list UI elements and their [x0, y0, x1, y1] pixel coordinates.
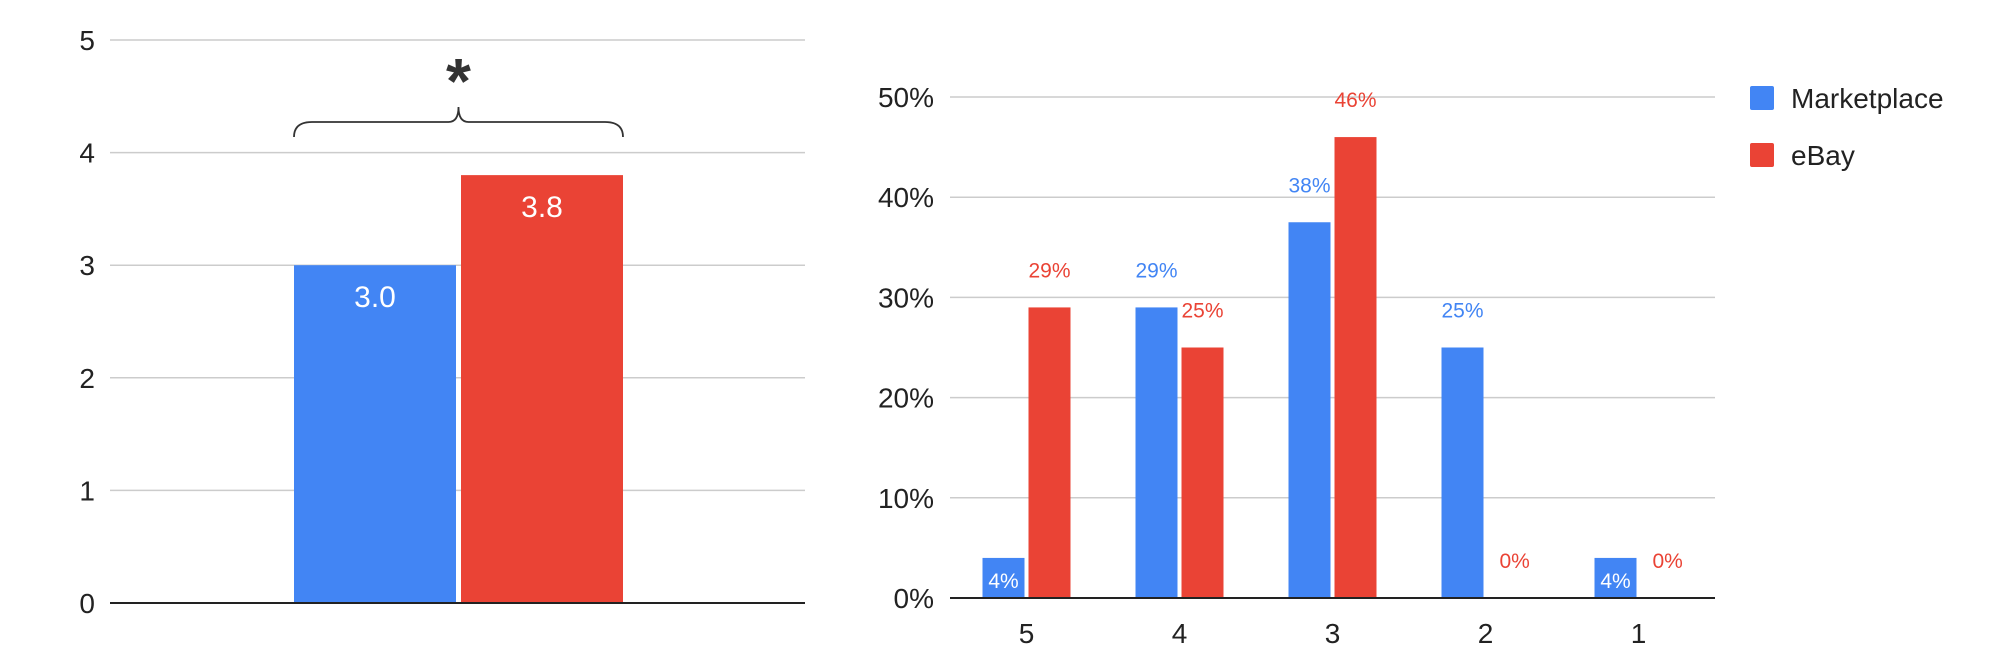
y-tick-label: 3 [79, 250, 95, 281]
bar-marketplace [982, 557, 1025, 598]
y-tick-label: 10% [878, 483, 934, 514]
x-tick-label: 3 [1325, 618, 1341, 649]
y-tick-label: 40% [878, 182, 934, 213]
data-label: 29% [1028, 259, 1070, 282]
y-tick-label: 2 [79, 363, 95, 394]
bar-marketplace [1441, 347, 1484, 598]
data-label: 3.0 [354, 281, 396, 314]
bar-marketplace [1135, 307, 1178, 598]
bar-marketplace [1594, 557, 1637, 598]
y-tick-label: 0 [79, 588, 95, 619]
y-tick-label: 1 [79, 475, 95, 506]
x-tick-label: 2 [1478, 618, 1494, 649]
significance-asterisk: * [446, 45, 471, 117]
data-label: 25% [1181, 300, 1223, 323]
y-tick-label: 0% [894, 583, 934, 614]
x-tick-label: 4 [1172, 618, 1188, 649]
mean-rating-chart: 0 1 2 3 4 5 3.0 3.8 * [79, 25, 805, 619]
x-tick-label: 5 [1019, 618, 1035, 649]
legend-swatch-marketplace [1750, 86, 1774, 110]
data-label: 4% [988, 570, 1018, 593]
bar-marketplace [1288, 222, 1331, 598]
rating-distribution-chart: 0%10%20%30%40%50%5 4 3 2 14%29%38%25%4%29%25… [878, 82, 1715, 649]
legend-label: Marketplace [1791, 83, 1944, 114]
bar-ebay [461, 175, 623, 603]
y-tick-label: 50% [878, 82, 934, 113]
data-label: 0% [1653, 550, 1683, 573]
bar-ebay [1181, 347, 1224, 598]
y-tick-label: 5 [79, 25, 95, 56]
bar-ebay [1028, 307, 1071, 598]
legend-swatch-ebay [1750, 143, 1774, 167]
data-label: 0% [1500, 550, 1530, 573]
y-tick-label: 4 [79, 138, 95, 169]
data-label: 46% [1334, 89, 1376, 112]
data-label: 25% [1441, 300, 1483, 323]
significance-bracket [293, 106, 624, 138]
legend: Marketplace eBay [1750, 83, 1944, 171]
bar-ebay [1334, 137, 1377, 598]
data-label: 3.8 [521, 191, 563, 224]
x-tick-label: 1 [1631, 618, 1647, 649]
data-label: 29% [1135, 259, 1177, 282]
data-label: 38% [1288, 174, 1330, 197]
legend-label: eBay [1791, 140, 1855, 171]
y-tick-label: 20% [878, 383, 934, 414]
y-tick-label: 30% [878, 282, 934, 313]
bar-marketplace [294, 265, 456, 603]
data-label: 4% [1600, 570, 1630, 593]
